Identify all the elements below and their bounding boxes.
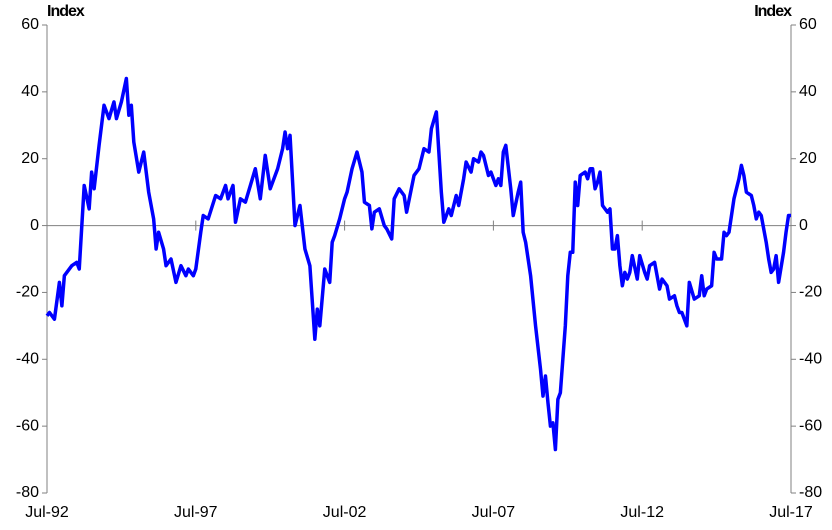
y2-axis-label: Index	[754, 3, 792, 20]
y-tick-label: -60	[16, 417, 39, 434]
y-tick-label: 60	[21, 16, 39, 33]
y2-tick-label: 20	[799, 150, 817, 167]
y2-tick-label: -20	[799, 284, 822, 301]
y-tick-label: 0	[30, 217, 39, 234]
y2-tick-label: 0	[799, 217, 808, 234]
y-tick-label: 40	[21, 83, 39, 100]
y2-tick-label: -60	[799, 417, 822, 434]
x-tick-label: Jul-92	[25, 504, 69, 521]
x-tick-label: Jul-02	[323, 504, 367, 521]
x-tick-label: Jul-12	[620, 504, 664, 521]
y-tick-label: -40	[16, 351, 39, 368]
x-tick-label: Jul-17	[769, 504, 813, 521]
y-tick-label: -80	[16, 484, 39, 501]
y2-tick-label: 40	[799, 83, 817, 100]
y-tick-label: 20	[21, 150, 39, 167]
x-tick-label: Jul-07	[472, 504, 516, 521]
y2-tick-label: -80	[799, 484, 822, 501]
y-tick-label: -20	[16, 284, 39, 301]
y2-tick-label: -40	[799, 351, 822, 368]
x-tick-label: Jul-97	[174, 504, 218, 521]
y-axis-label: Index	[47, 3, 85, 20]
y2-tick-label: 60	[799, 16, 817, 33]
data-line	[45, 76, 791, 452]
